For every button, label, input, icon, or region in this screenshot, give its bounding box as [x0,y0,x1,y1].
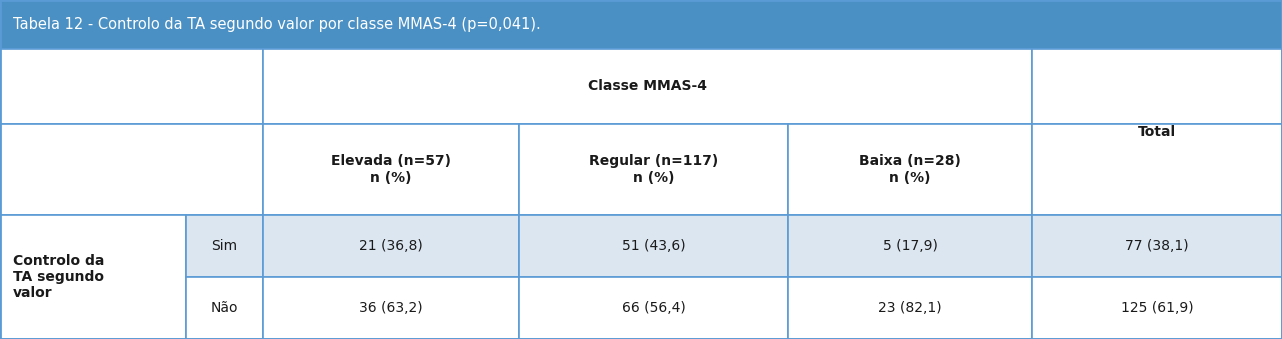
Bar [186,215,263,277]
Text: Não: Não [210,301,238,315]
Bar [788,124,1032,215]
Bar [519,277,788,339]
Text: 51 (43,6): 51 (43,6) [622,239,686,253]
Text: 66 (56,4): 66 (56,4) [622,301,686,315]
Bar [519,215,788,277]
Text: 5 (17,9): 5 (17,9) [883,239,937,253]
Text: 77 (38,1): 77 (38,1) [1126,239,1188,253]
Bar [519,124,788,215]
Text: 23 (82,1): 23 (82,1) [878,301,942,315]
Bar [0,49,263,124]
Bar [1032,215,1282,277]
Text: 36 (63,2): 36 (63,2) [359,301,423,315]
Bar [263,49,1032,124]
Bar [263,215,519,277]
Bar [1032,124,1282,215]
Text: Classe MMAS-4: Classe MMAS-4 [588,79,706,94]
Text: Baixa (n=28)
n (%): Baixa (n=28) n (%) [859,154,962,185]
Text: 21 (36,8): 21 (36,8) [359,239,423,253]
Text: Sim: Sim [212,239,237,253]
Text: Controlo da
TA segundo
valor: Controlo da TA segundo valor [13,254,104,300]
Bar [0,0,1282,49]
Text: Elevada (n=57)
n (%): Elevada (n=57) n (%) [331,154,451,185]
Bar [263,277,519,339]
Bar [1032,277,1282,339]
Bar [0,215,186,339]
Bar [1032,49,1282,124]
Text: Tabela 12 - Controlo da TA segundo valor por classe MMAS-4 (p=0,041).: Tabela 12 - Controlo da TA segundo valor… [13,17,541,32]
Bar [0,124,263,215]
Text: Regular (n=117)
n (%): Regular (n=117) n (%) [590,154,718,185]
Bar [788,277,1032,339]
Bar [186,277,263,339]
Text: 125 (61,9): 125 (61,9) [1120,301,1194,315]
Bar [788,215,1032,277]
Bar [263,124,519,215]
Text: Total: Total [1138,125,1176,139]
